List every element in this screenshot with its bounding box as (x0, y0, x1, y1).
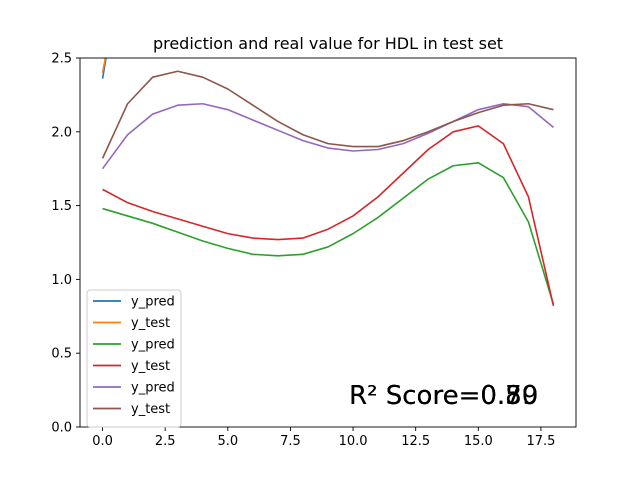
series-line-6 (101, 70, 554, 159)
x-tick-label: 0.0 (92, 434, 113, 449)
x-tick-label: 2.5 (155, 434, 176, 449)
x-tick-label: 17.5 (526, 434, 555, 449)
r2-score-annotation-3: R² Score=0.80 (349, 381, 538, 411)
y-tick-label: 0.0 (51, 421, 72, 436)
chart-title: prediction and real value for HDL in tes… (153, 34, 503, 53)
legend-label-6: y_test (131, 402, 170, 417)
legend-label-5: y_pred (131, 381, 175, 396)
legend-box (86, 289, 182, 428)
legend-label-2: y_test (131, 316, 170, 331)
legend-label-4: y_test (131, 359, 170, 374)
y-tick-label: 1.0 (51, 273, 72, 288)
series-line-2 (101, 58, 107, 73)
y-tick-label: 0.5 (51, 347, 72, 362)
x-tick-label: 10.0 (339, 434, 368, 449)
series-line-4 (102, 125, 555, 307)
legend-label-1: y_pred (131, 295, 175, 310)
legend-label-3: y_pred (131, 338, 175, 353)
x-tick-label: 7.5 (280, 434, 301, 449)
axes-frame (79, 57, 577, 428)
y-tick-label: 2.0 (51, 125, 72, 140)
y-tick-label: 1.5 (51, 199, 72, 214)
series-line-1 (101, 58, 107, 79)
x-tick-label: 12.5 (401, 434, 430, 449)
x-tick-label: 5.0 (217, 434, 238, 449)
series-line-3 (102, 162, 555, 305)
y-tick-label: 2.5 (51, 52, 72, 67)
x-tick-label: 15.0 (464, 434, 493, 449)
series-line-5 (101, 102, 554, 170)
r2-score-annotation-1: R² Score=0.70 (349, 381, 538, 411)
r2-score-annotation-2: R² Score=0.59 (349, 381, 538, 411)
